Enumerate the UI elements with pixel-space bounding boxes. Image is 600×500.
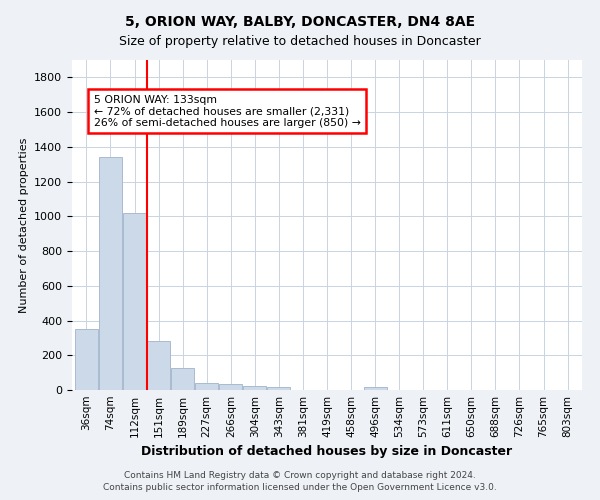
Bar: [220, 384, 242, 390]
Text: 5 ORION WAY: 133sqm
← 72% of detached houses are smaller (2,331)
26% of semi-det: 5 ORION WAY: 133sqm ← 72% of detached ho…: [94, 94, 361, 128]
Bar: [244, 386, 266, 390]
Bar: [99, 158, 122, 390]
Bar: [195, 384, 218, 390]
Text: 5, ORION WAY, BALBY, DONCASTER, DN4 8AE: 5, ORION WAY, BALBY, DONCASTER, DN4 8AE: [125, 15, 475, 29]
Bar: [147, 340, 170, 390]
Bar: [123, 213, 146, 390]
Text: Contains HM Land Registry data © Crown copyright and database right 2024.
Contai: Contains HM Land Registry data © Crown c…: [103, 471, 497, 492]
Bar: [364, 387, 386, 390]
X-axis label: Distribution of detached houses by size in Doncaster: Distribution of detached houses by size …: [142, 446, 512, 458]
Y-axis label: Number of detached properties: Number of detached properties: [19, 138, 29, 312]
Bar: [268, 387, 290, 390]
Text: Size of property relative to detached houses in Doncaster: Size of property relative to detached ho…: [119, 35, 481, 48]
Bar: [75, 329, 98, 390]
Bar: [171, 368, 194, 390]
